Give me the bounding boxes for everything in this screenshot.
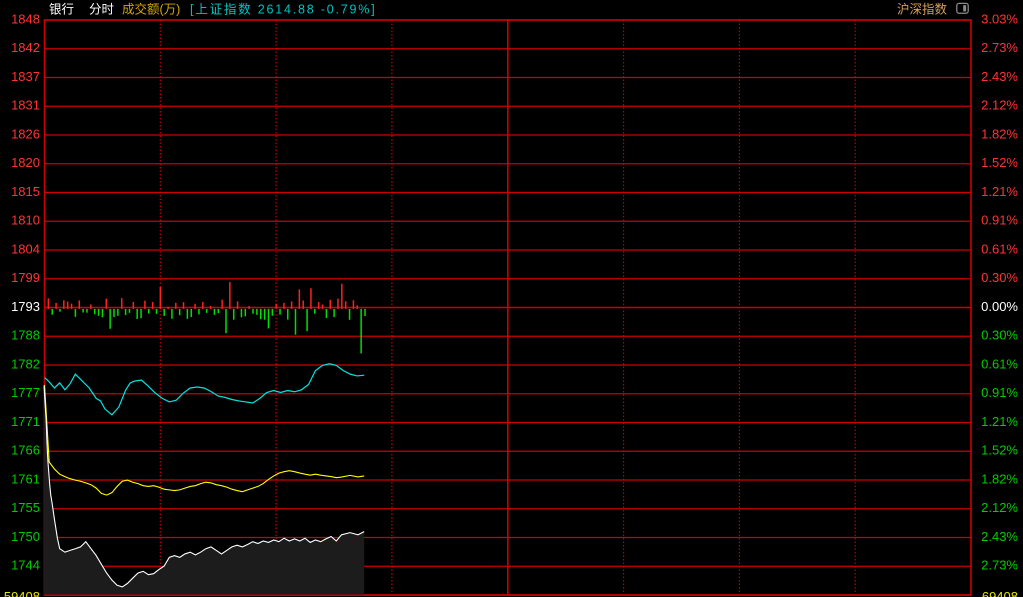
svg-text:1820: 1820: [11, 155, 40, 170]
svg-text:0.00%: 0.00%: [981, 299, 1018, 314]
svg-text:1.21%: 1.21%: [981, 184, 1018, 199]
svg-text:59408: 59408: [4, 589, 40, 597]
svg-text:2.43%: 2.43%: [981, 69, 1018, 84]
svg-text:1793: 1793: [11, 299, 40, 314]
svg-text:1.21%: 1.21%: [981, 414, 1018, 429]
svg-text:[上证指数 2614.88 -0.79%]: [上证指数 2614.88 -0.79%]: [190, 2, 376, 17]
svg-text:1788: 1788: [11, 328, 40, 343]
svg-text:1799: 1799: [11, 270, 40, 285]
svg-text:1826: 1826: [11, 126, 40, 141]
svg-text:2.12%: 2.12%: [981, 98, 1018, 113]
svg-text:2.12%: 2.12%: [981, 500, 1018, 515]
svg-text:1750: 1750: [11, 529, 40, 544]
svg-text:1810: 1810: [11, 213, 40, 228]
svg-text:3.03%: 3.03%: [981, 11, 1018, 26]
svg-text:1842: 1842: [11, 40, 40, 55]
svg-text:1848: 1848: [11, 11, 40, 26]
svg-text:0.61%: 0.61%: [981, 241, 1018, 256]
svg-text:2.43%: 2.43%: [981, 529, 1018, 544]
svg-text:1782: 1782: [11, 356, 40, 371]
svg-text:1804: 1804: [11, 241, 40, 256]
svg-text:0.61%: 0.61%: [981, 356, 1018, 371]
svg-text:分时: 分时: [89, 3, 115, 17]
svg-text:1771: 1771: [11, 414, 40, 429]
svg-text:沪深指数: 沪深指数: [897, 2, 948, 17]
svg-text:1.52%: 1.52%: [981, 443, 1018, 458]
svg-text:0.30%: 0.30%: [981, 328, 1018, 343]
svg-text:成交额(万): 成交额(万): [122, 2, 180, 17]
svg-text:2.73%: 2.73%: [981, 558, 1018, 573]
svg-text:1777: 1777: [11, 385, 40, 400]
svg-text:1766: 1766: [11, 443, 40, 458]
svg-text:0.91%: 0.91%: [981, 385, 1018, 400]
svg-text:2.73%: 2.73%: [981, 40, 1018, 55]
svg-text:1744: 1744: [11, 558, 40, 573]
svg-text:1.82%: 1.82%: [981, 126, 1018, 141]
svg-text:0.91%: 0.91%: [981, 213, 1018, 228]
svg-text:银行: 银行: [49, 3, 74, 17]
svg-text:1815: 1815: [11, 184, 40, 199]
svg-text:1831: 1831: [11, 98, 40, 113]
svg-text:1837: 1837: [11, 69, 40, 84]
svg-text:0.30%: 0.30%: [981, 270, 1018, 285]
svg-text:1.82%: 1.82%: [981, 471, 1018, 486]
svg-text:1761: 1761: [11, 471, 40, 486]
svg-text:1755: 1755: [11, 500, 40, 515]
svg-text:1.52%: 1.52%: [981, 155, 1018, 170]
svg-text:69408: 69408: [982, 589, 1018, 597]
